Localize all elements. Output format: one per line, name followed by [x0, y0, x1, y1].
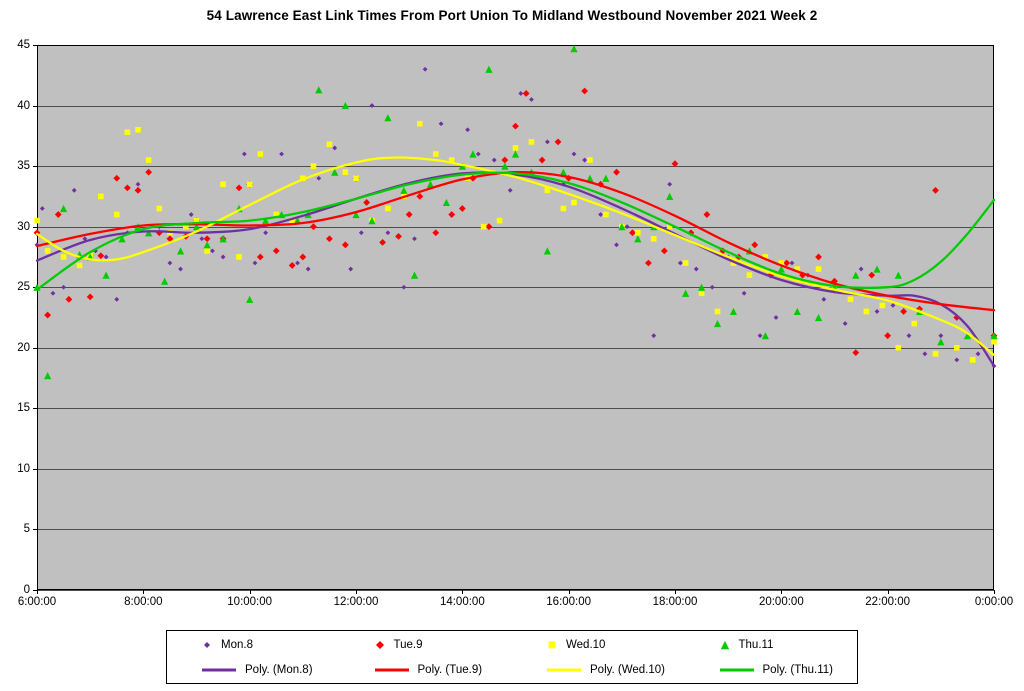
legend-label-poly-wed10: Poly. (Wed.10) [590, 663, 665, 676]
legend-label-poly-mon8: Poly. (Mon.8) [245, 663, 313, 676]
legend-item-thu11: Thu.11 [685, 639, 858, 651]
y-axis-tick-label: 45 [17, 39, 30, 51]
x-axis-tick-label: 0:00:00 [974, 596, 1014, 608]
poly-wed10-line-icon [546, 666, 582, 674]
legend-label-poly-tue9: Poly. (Tue.9) [417, 663, 483, 676]
poly-line-tue9 [35, 171, 996, 312]
y-axis-tick-label: 15 [17, 402, 30, 415]
legend-item-poly-thu11: Poly. (Thu.11) [685, 664, 858, 676]
y-axis-tick-label: 35 [17, 160, 30, 173]
x-axis-tick-label: 6:00:00 [17, 596, 57, 608]
y-axis-tick-label: 40 [17, 99, 30, 112]
legend-item-poly-wed10: Poly. (Wed.10) [512, 664, 685, 676]
tue9-marker-icon [374, 639, 386, 651]
x-axis-tick-label: 20:00:00 [758, 596, 804, 608]
poly-line-wed10 [35, 156, 996, 357]
mon8-marker-icon [201, 639, 213, 651]
poly-tue9-line-icon [374, 666, 410, 674]
legend-row-markers: Mon.8 Tue.9 Wed.10 Thu.11 [167, 632, 857, 657]
poly-line-thu11 [35, 171, 996, 291]
legend-row-poly: Poly. (Mon.8) Poly. (Tue.9) Poly. (Wed.1… [167, 657, 857, 682]
x-axis-tick-label: 14:00:00 [439, 596, 485, 608]
legend-label-wed10: Wed.10 [566, 638, 606, 651]
x-axis-tick-label: 10:00:00 [227, 596, 273, 608]
plot-area-background [37, 45, 994, 590]
chart-title: 54 Lawrence East Link Times From Port Un… [206, 8, 818, 23]
chart-legend: Mon.8 Tue.9 Wed.10 Thu.11 Poly. (Mon.8) [166, 630, 858, 684]
x-axis-tick-label: 12:00:00 [333, 596, 379, 608]
y-axis-tick-label: 30 [17, 220, 30, 233]
poly-thu11-line-icon [719, 666, 755, 674]
x-axis-tick-label: 8:00:00 [124, 596, 163, 608]
wed10-marker-icon [546, 639, 558, 651]
legend-item-tue9: Tue.9 [340, 639, 513, 651]
poly-mon8-line-icon [201, 666, 237, 674]
x-axis-tick-label: 16:00:00 [546, 596, 592, 608]
legend-item-mon8: Mon.8 [167, 639, 340, 651]
thu11-marker-icon [719, 639, 731, 651]
plot-border [37, 45, 994, 590]
y-axis-tick-label: 20 [17, 341, 30, 354]
legend-item-poly-tue9: Poly. (Tue.9) [340, 664, 513, 676]
y-axis-tick-label: 25 [17, 281, 30, 294]
legend-item-poly-mon8: Poly. (Mon.8) [167, 664, 340, 676]
legend-label-tue9: Tue.9 [393, 638, 423, 651]
y-axis-tick-label: 5 [23, 523, 30, 536]
legend-item-wed10: Wed.10 [512, 639, 685, 651]
legend-label-poly-thu11: Poly. (Thu.11) [762, 663, 834, 676]
y-axis-tick-label: 0 [23, 584, 30, 596]
legend-label-mon8: Mon.8 [221, 638, 253, 651]
x-axis-tick-label: 22:00:00 [865, 596, 911, 608]
poly-line-mon8 [35, 171, 996, 368]
axis-tick-marks [33, 45, 995, 594]
x-axis-tick-label: 18:00:00 [652, 596, 698, 608]
legend-label-thu11: Thu.11 [738, 638, 774, 651]
y-axis-tick-label: 10 [17, 462, 30, 475]
